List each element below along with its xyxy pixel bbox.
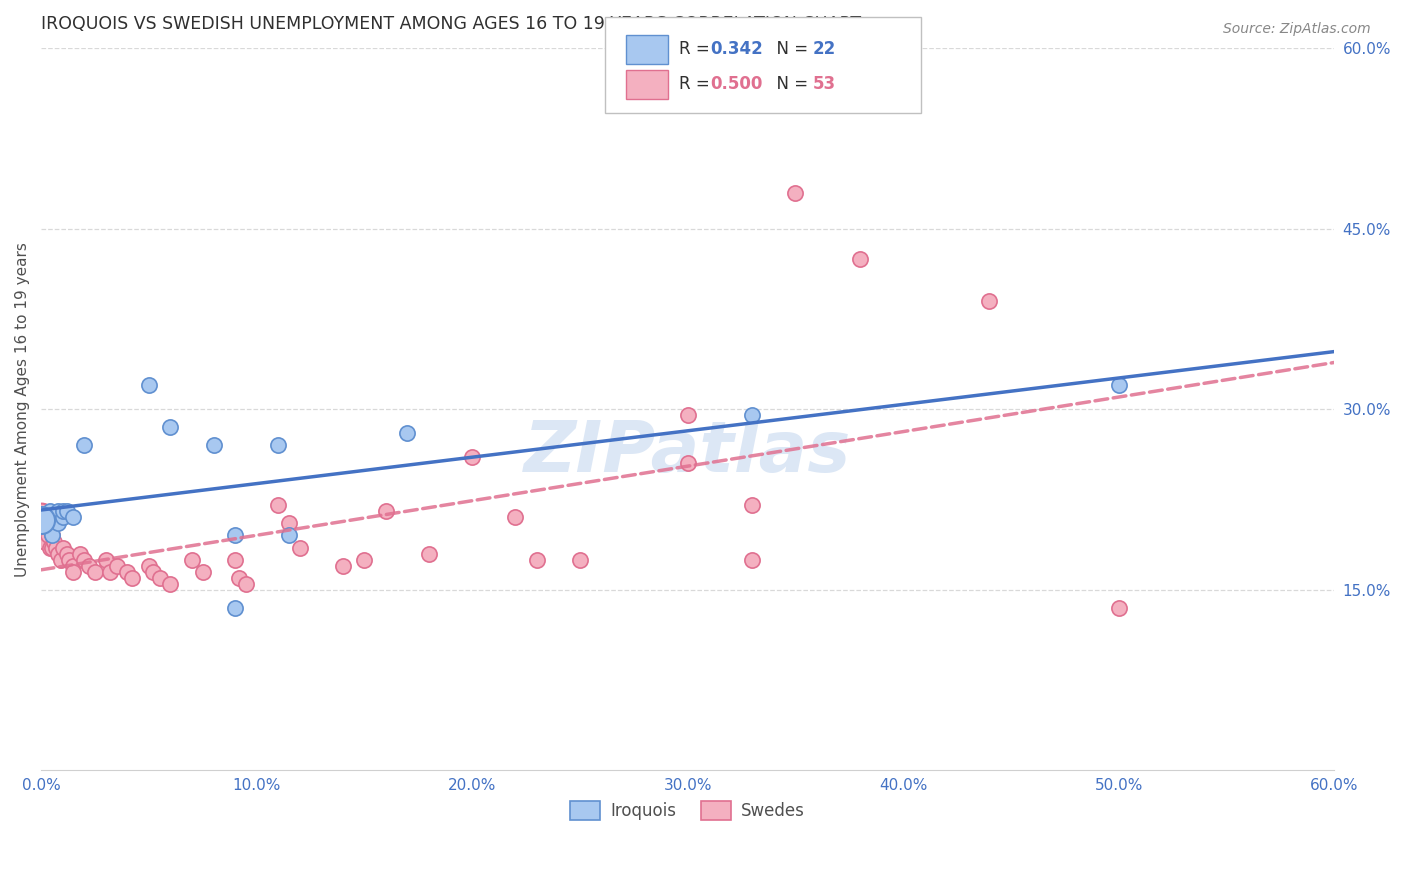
Point — [224, 600, 246, 615]
Point — [52, 510, 75, 524]
Point — [396, 426, 419, 441]
Point — [41, 541, 63, 555]
Point — [741, 499, 763, 513]
Point — [568, 552, 591, 566]
Point — [62, 558, 84, 573]
Point — [526, 552, 548, 566]
Text: 22: 22 — [813, 40, 837, 58]
Point — [235, 576, 257, 591]
Point — [142, 565, 165, 579]
Point — [267, 499, 290, 513]
Point — [41, 528, 63, 542]
Point — [849, 252, 872, 266]
Point — [52, 541, 75, 555]
Point — [38, 504, 60, 518]
Point — [228, 571, 250, 585]
Point — [138, 558, 160, 573]
Point — [105, 558, 128, 573]
Point — [37, 516, 59, 531]
Point — [58, 552, 80, 566]
Point — [288, 541, 311, 555]
Point — [503, 510, 526, 524]
Point — [461, 450, 484, 465]
Point — [676, 409, 699, 423]
Point — [30, 510, 52, 524]
Point — [94, 552, 117, 566]
Point — [278, 528, 301, 542]
Text: Source: ZipAtlas.com: Source: ZipAtlas.com — [1223, 22, 1371, 37]
Point — [98, 565, 121, 579]
Point — [30, 516, 52, 531]
Point — [45, 541, 67, 555]
Point — [77, 558, 100, 573]
Point — [741, 552, 763, 566]
Point — [69, 547, 91, 561]
Point — [278, 516, 301, 531]
Point — [202, 438, 225, 452]
Text: 0.342: 0.342 — [710, 40, 763, 58]
Point — [191, 565, 214, 579]
Point — [41, 528, 63, 542]
Point — [48, 516, 70, 531]
Text: 53: 53 — [813, 75, 835, 94]
Text: N =: N = — [766, 40, 814, 58]
Point — [48, 547, 70, 561]
Point — [741, 409, 763, 423]
Point — [52, 504, 75, 518]
Point — [979, 293, 1001, 308]
Point — [117, 565, 139, 579]
Point — [56, 547, 79, 561]
Point — [41, 510, 63, 524]
Point — [42, 534, 65, 549]
Point — [418, 547, 440, 561]
Text: R =: R = — [679, 75, 716, 94]
Point — [1108, 378, 1130, 392]
Point — [30, 528, 52, 542]
Point — [38, 541, 60, 555]
Point — [138, 378, 160, 392]
Point — [56, 504, 79, 518]
Y-axis label: Unemployment Among Ages 16 to 19 years: Unemployment Among Ages 16 to 19 years — [15, 242, 30, 576]
Point — [149, 571, 172, 585]
Text: ZIPatlas: ZIPatlas — [524, 418, 851, 487]
Point — [353, 552, 375, 566]
Point — [676, 456, 699, 470]
Point — [32, 528, 55, 542]
Point — [1108, 600, 1130, 615]
Point — [374, 504, 396, 518]
Point — [332, 558, 354, 573]
Point — [73, 552, 96, 566]
Point — [785, 186, 807, 200]
Point — [49, 552, 72, 566]
Point — [30, 513, 52, 527]
Text: IROQUOIS VS SWEDISH UNEMPLOYMENT AMONG AGES 16 TO 19 YEARS CORRELATION CHART: IROQUOIS VS SWEDISH UNEMPLOYMENT AMONG A… — [41, 15, 862, 33]
Point — [62, 510, 84, 524]
Point — [48, 504, 70, 518]
Point — [34, 510, 56, 524]
Text: R =: R = — [679, 40, 716, 58]
Point — [84, 565, 107, 579]
Point — [224, 528, 246, 542]
Point — [121, 571, 143, 585]
Point — [267, 438, 290, 452]
Point — [224, 552, 246, 566]
Text: N =: N = — [766, 75, 814, 94]
Point — [181, 552, 204, 566]
Point — [37, 528, 59, 542]
Point — [159, 576, 181, 591]
Point — [159, 420, 181, 434]
Legend: Iroquois, Swedes: Iroquois, Swedes — [564, 794, 811, 827]
Point — [62, 565, 84, 579]
Point — [73, 438, 96, 452]
Text: 0.500: 0.500 — [710, 75, 762, 94]
Point — [34, 534, 56, 549]
